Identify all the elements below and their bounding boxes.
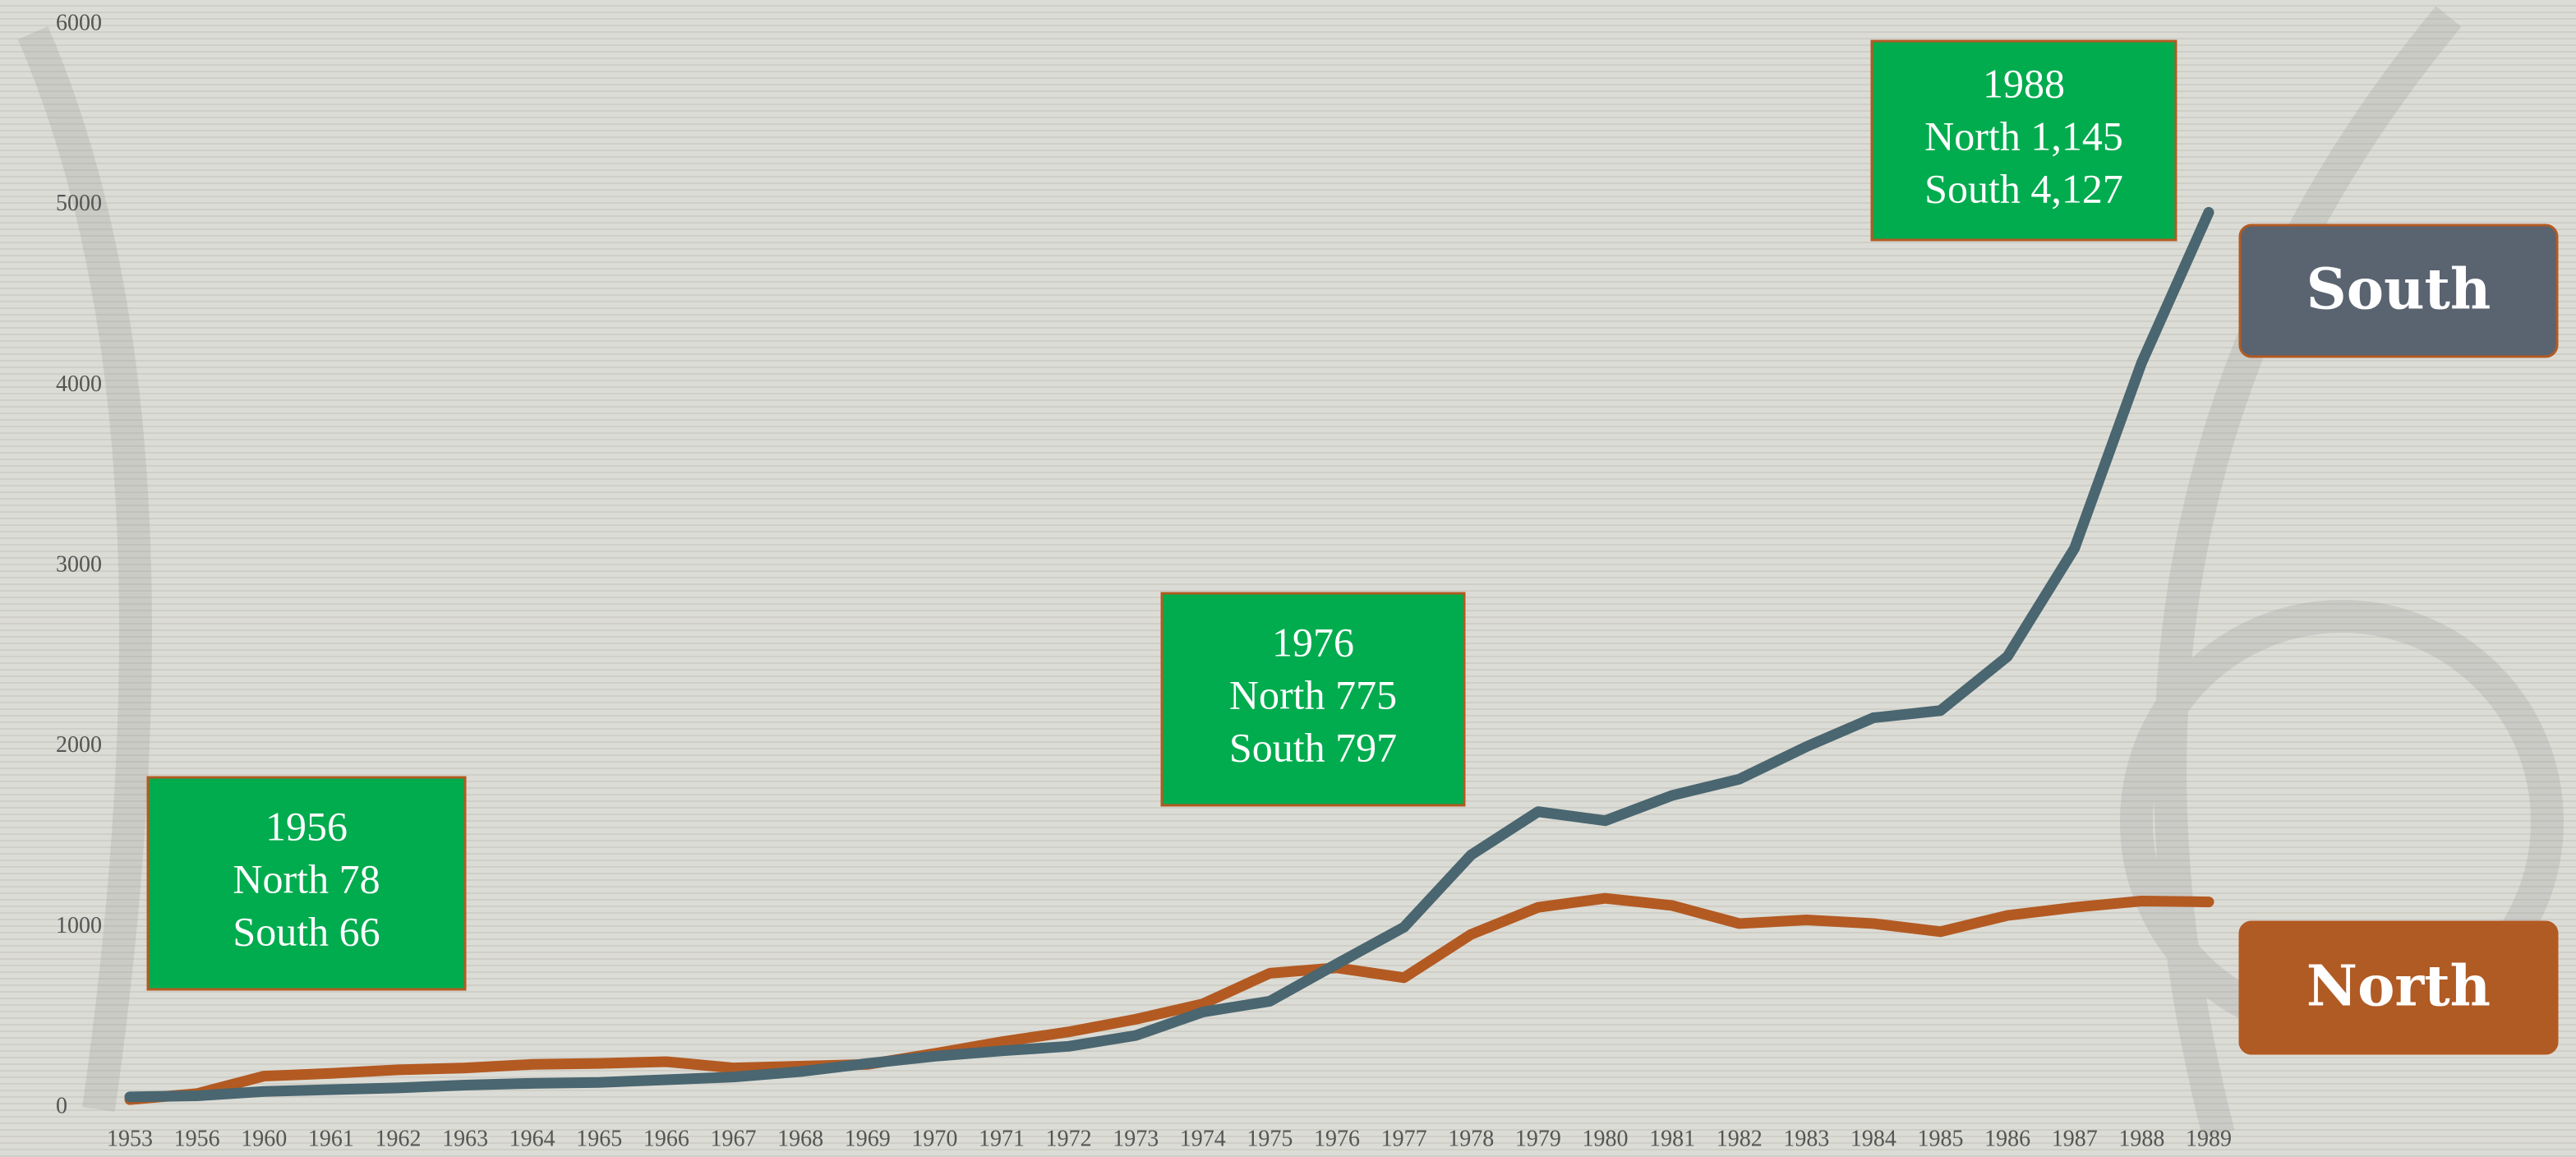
y-tick-label: 0 bbox=[56, 1093, 67, 1118]
x-tick-label: 1985 bbox=[1918, 1126, 1964, 1151]
x-tick-label: 1982 bbox=[1717, 1126, 1763, 1151]
legend-label: South bbox=[2306, 257, 2491, 323]
x-tick-label: 1965 bbox=[576, 1126, 622, 1151]
x-tick-label: 1967 bbox=[711, 1126, 757, 1151]
y-tick-label: 5000 bbox=[56, 191, 102, 216]
x-tick-label: 1984 bbox=[1850, 1126, 1896, 1151]
x-tick-label: 1962 bbox=[375, 1126, 421, 1151]
x-tick-label: 1963 bbox=[442, 1126, 488, 1151]
annotation-text: South 4,127 bbox=[1924, 165, 2123, 211]
x-tick-label: 1989 bbox=[2186, 1126, 2232, 1151]
x-tick-label: 1961 bbox=[308, 1126, 354, 1151]
annotation-text: 1956 bbox=[265, 803, 348, 849]
y-tick-label: 6000 bbox=[56, 10, 102, 35]
x-tick-label: 1960 bbox=[241, 1126, 287, 1151]
x-tick-label: 1970 bbox=[911, 1126, 957, 1151]
x-tick-label: 1972 bbox=[1046, 1126, 1092, 1151]
x-tick-label: 1974 bbox=[1180, 1126, 1226, 1151]
annotation-text: 1976 bbox=[1272, 619, 1354, 665]
x-tick-label: 1988 bbox=[2118, 1126, 2164, 1151]
legend-label: North bbox=[2306, 954, 2491, 1020]
x-tick-label: 1979 bbox=[1515, 1126, 1561, 1151]
x-tick-label: 1983 bbox=[1783, 1126, 1829, 1151]
x-tick-label: 1966 bbox=[643, 1126, 689, 1151]
x-tick-label: 1968 bbox=[777, 1126, 823, 1151]
x-tick-label: 1981 bbox=[1649, 1126, 1695, 1151]
x-tick-label: 1956 bbox=[174, 1126, 220, 1151]
annotation-text: South 66 bbox=[233, 908, 380, 954]
x-tick-label: 1987 bbox=[2052, 1126, 2098, 1151]
annotation-text: North 775 bbox=[1229, 671, 1397, 717]
x-tick-label: 1953 bbox=[107, 1126, 153, 1151]
annotation-text: North 78 bbox=[233, 855, 380, 901]
x-tick-label: 1980 bbox=[1582, 1126, 1628, 1151]
x-tick-label: 1986 bbox=[1984, 1126, 2030, 1151]
annotation-text: 1988 bbox=[1983, 60, 2065, 106]
y-tick-label: 2000 bbox=[56, 732, 102, 758]
x-tick-label: 1975 bbox=[1247, 1126, 1293, 1151]
x-tick-label: 1964 bbox=[509, 1126, 555, 1151]
x-tick-label: 1978 bbox=[1448, 1126, 1494, 1151]
chart: 0 1000 2000 3000 4000 5000 6000 1953 1956 1960 196… bbox=[0, 0, 2576, 1157]
x-tick-label: 1969 bbox=[845, 1126, 891, 1151]
y-tick-label: 4000 bbox=[56, 371, 102, 397]
annotation-text: South 797 bbox=[1229, 724, 1397, 770]
y-tick-label: 3000 bbox=[56, 551, 102, 577]
annotation-text: North 1,145 bbox=[1924, 113, 2123, 159]
x-tick-label: 1977 bbox=[1381, 1126, 1427, 1151]
x-tick-label: 1976 bbox=[1314, 1126, 1360, 1151]
y-tick-label: 1000 bbox=[56, 913, 102, 938]
x-tick-label: 1971 bbox=[979, 1126, 1025, 1151]
x-tick-label: 1973 bbox=[1113, 1126, 1159, 1151]
